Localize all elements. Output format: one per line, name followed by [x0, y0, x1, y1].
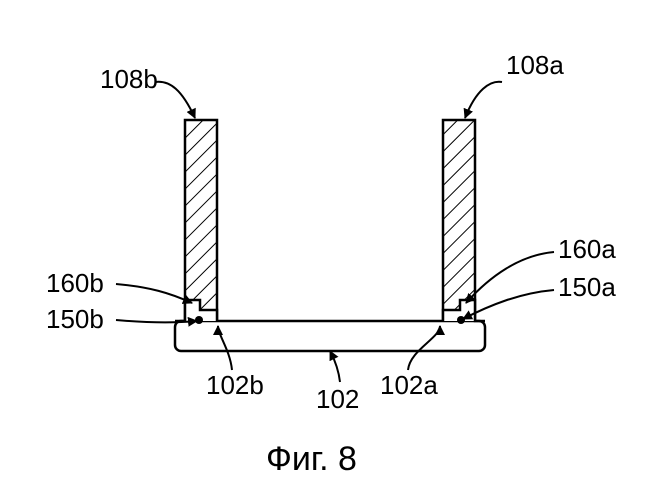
labels: 108b 108a 160b 150b 102b 102 102a 150a 160a [46, 50, 616, 414]
diagram-structure [175, 120, 485, 351]
label-l108a: 108a [506, 50, 564, 80]
leader-l102 [330, 351, 340, 382]
label-l102a: 102a [380, 370, 438, 400]
label-l102: 102 [316, 384, 359, 414]
label-l150a: 150a [558, 272, 616, 302]
leader-l160a [466, 252, 554, 303]
label-l160a: 160a [558, 234, 616, 264]
leader-l108a [465, 82, 502, 118]
leader-l150a [463, 290, 554, 319]
dot-150b [195, 316, 203, 324]
label-l160b: 160b [46, 268, 104, 298]
figure-caption: Фиг. 8 [266, 440, 357, 478]
wall-right [443, 120, 475, 320]
wall-left [185, 120, 217, 320]
leader-lines [116, 82, 554, 382]
label-l108b: 108b [100, 64, 158, 94]
leader-l102b [218, 326, 232, 370]
label-l102b: 102b [206, 370, 264, 400]
leader-l102a [408, 326, 440, 370]
dot-150a [457, 316, 465, 324]
label-l150b: 150b [46, 304, 104, 334]
leader-l160b [116, 284, 192, 303]
leader-l108b [155, 82, 195, 118]
